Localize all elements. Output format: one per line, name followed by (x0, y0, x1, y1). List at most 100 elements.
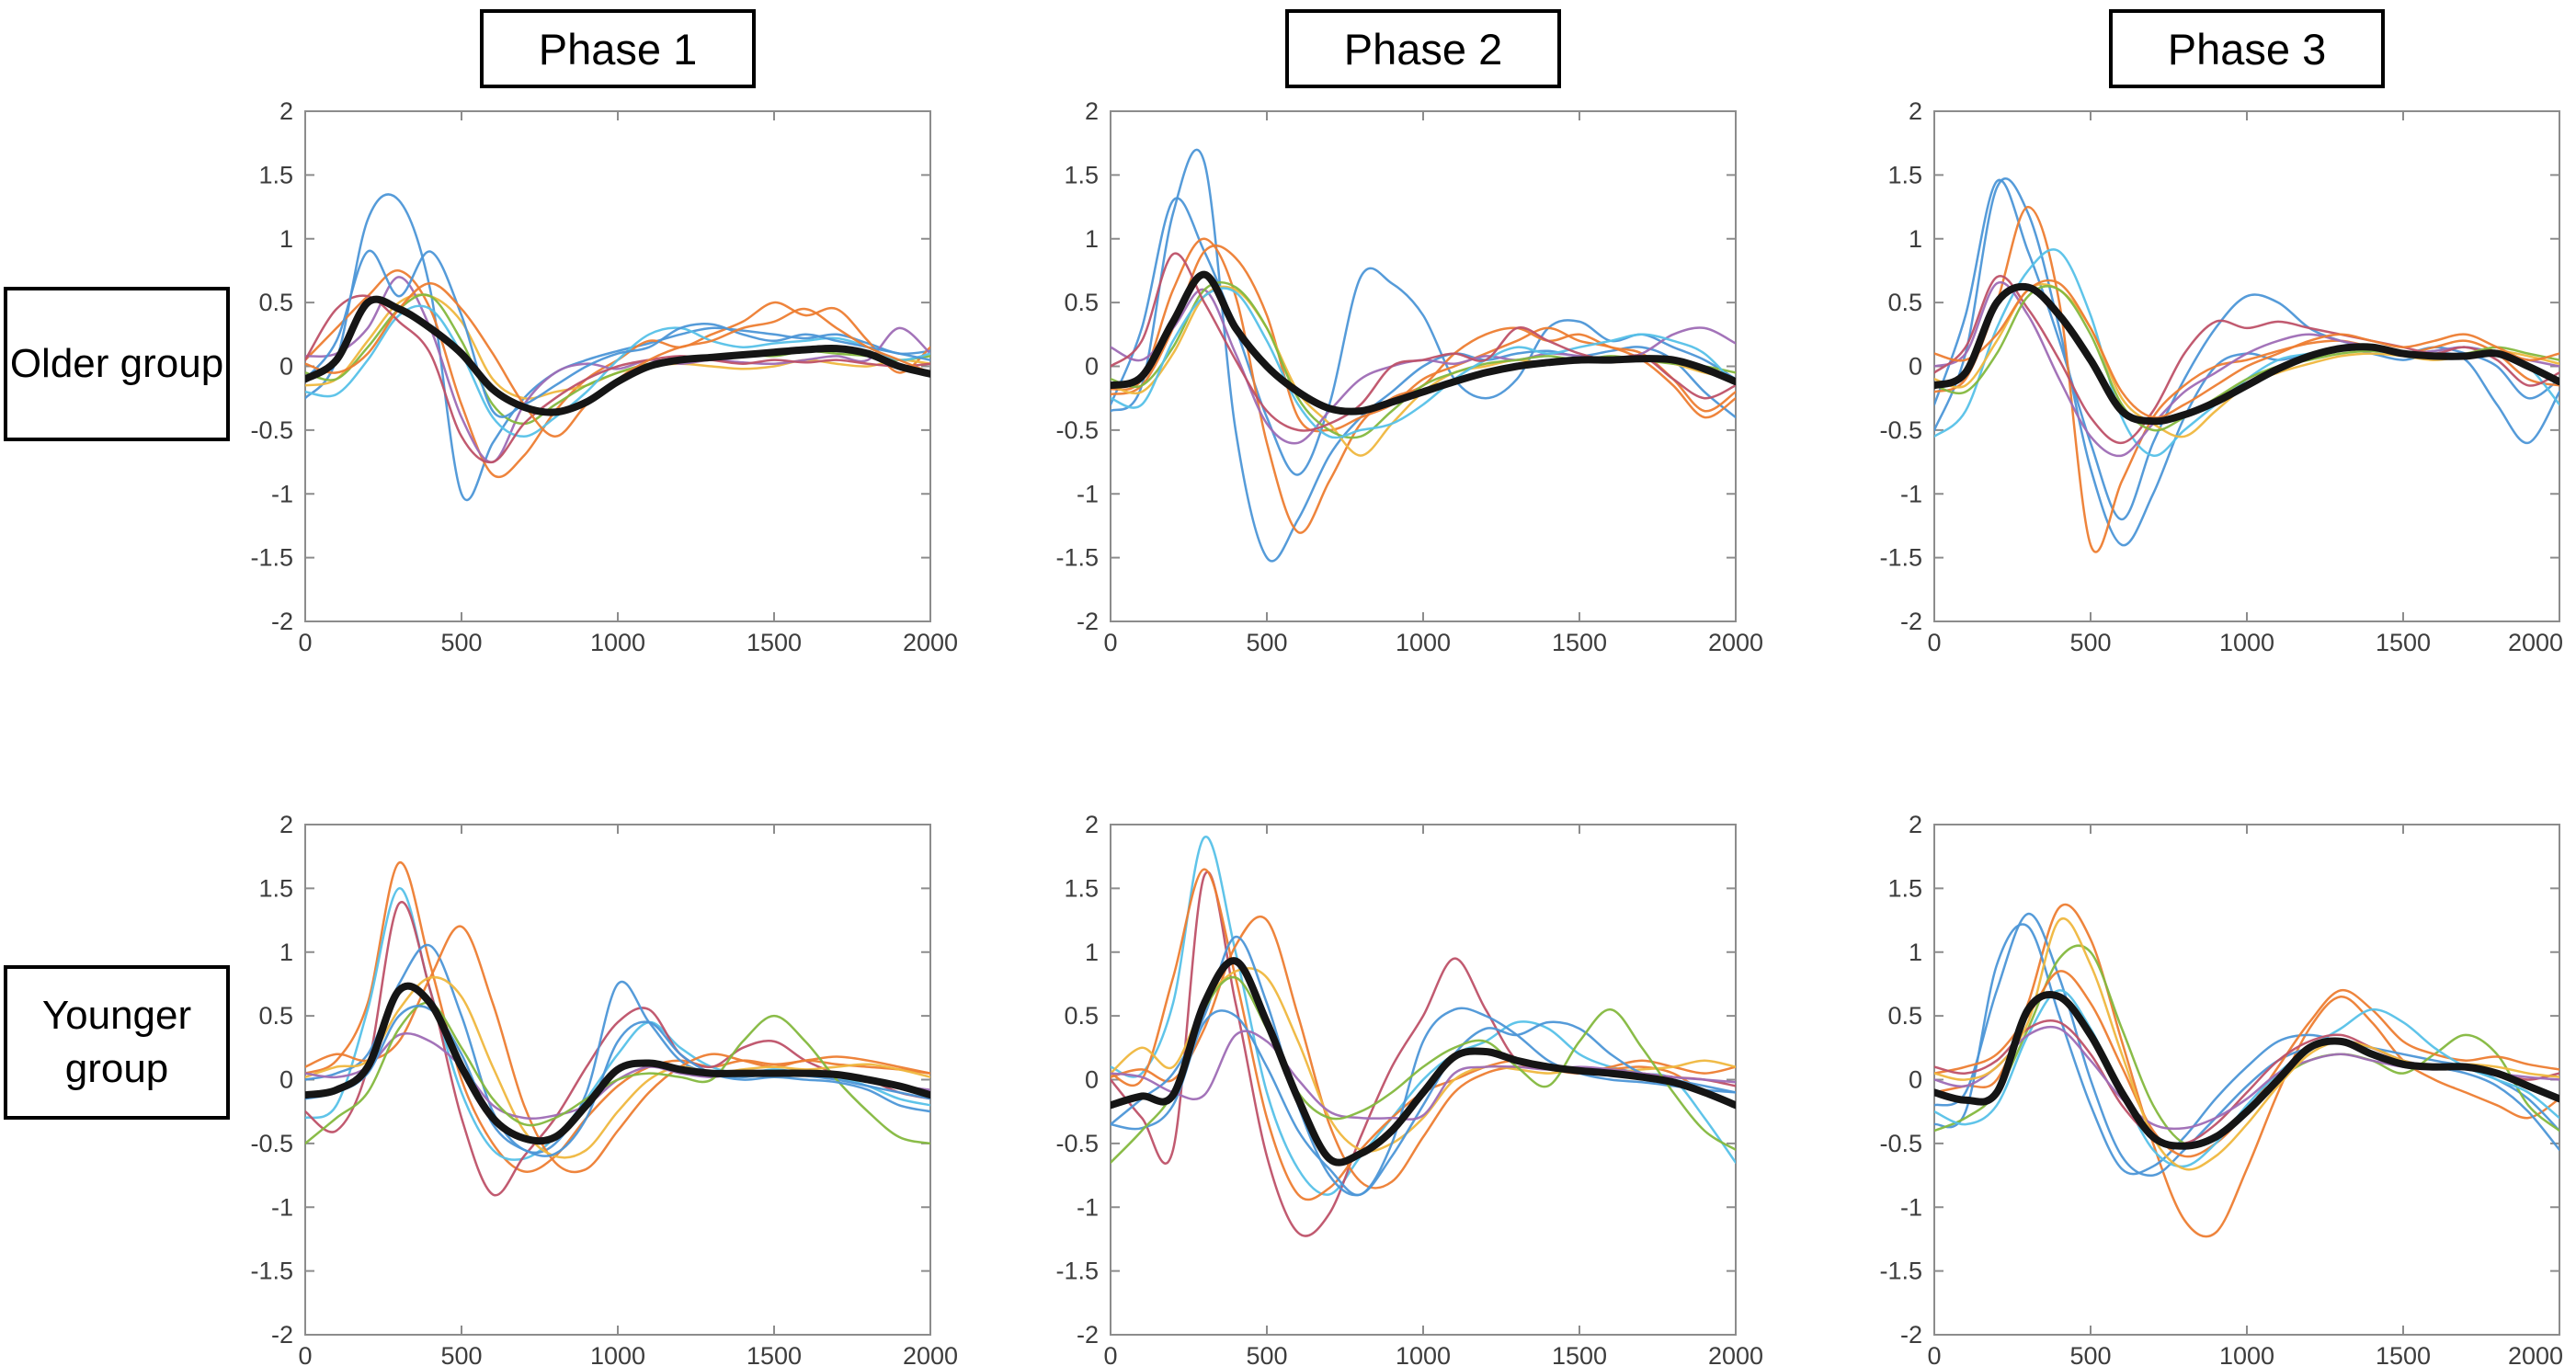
subject-trace-blue (1934, 177, 2559, 547)
subject-trace-yellow (1934, 916, 2559, 1171)
series-group (1934, 177, 2559, 553)
row-title-younger-group: Younger group (4, 965, 230, 1120)
x-tick-label: 1500 (1552, 1342, 1607, 1366)
x-tick-label: 500 (440, 1342, 482, 1366)
subject-trace-cyan (305, 304, 930, 438)
y-tick-label: -1.5 (250, 544, 293, 572)
column-title-phase-2: Phase 2 (1285, 9, 1561, 88)
y-tick-label: -1.5 (250, 1258, 293, 1285)
subject-trace-green (305, 293, 930, 426)
y-tick-label: 2 (279, 97, 293, 125)
y-tick-label: 1 (1909, 225, 1922, 253)
y-tick-label: 0 (279, 1066, 293, 1094)
x-tick-label: 1000 (590, 1342, 645, 1366)
y-tick-label: -0.5 (1055, 416, 1099, 444)
x-tick-label: 2000 (903, 629, 958, 656)
x-tick-label: 500 (2069, 629, 2111, 656)
subject-trace-maroon (1111, 871, 1736, 1237)
subject-trace-blue (1111, 197, 1736, 476)
y-tick-label: -2 (1077, 1321, 1099, 1349)
x-tick-label: 2000 (2508, 629, 2563, 656)
y-tick-label: -2 (1900, 608, 1922, 635)
x-tick-label: 1500 (2376, 629, 2431, 656)
y-tick-label: -1 (1900, 480, 1922, 507)
y-tick-label: 0.5 (1887, 1002, 1922, 1030)
subject-trace-blue (1111, 148, 1736, 563)
subject-trace-orange (1111, 237, 1736, 534)
subject-trace-orange (1934, 279, 2559, 419)
y-tick-label: -1 (1077, 480, 1099, 507)
subject-trace-blue (305, 943, 930, 1155)
subject-trace-maroon (305, 900, 930, 1197)
x-tick-label: 1500 (747, 1342, 802, 1366)
subject-trace-blue (1111, 1007, 1736, 1197)
x-tick-label: 1500 (747, 629, 802, 656)
x-tick-label: 1000 (2219, 1342, 2274, 1366)
y-tick-label: 2 (279, 811, 293, 838)
y-tick-label: 0.5 (1064, 289, 1099, 316)
subject-trace-blue (305, 1005, 930, 1157)
subject-trace-yellow (1111, 285, 1736, 457)
y-tick-label: -2 (271, 1321, 293, 1349)
y-tick-label: -1.5 (1055, 1258, 1099, 1285)
series-group (1934, 903, 2559, 1238)
y-tick-label: 1.5 (1064, 161, 1099, 188)
y-tick-label: 1.5 (258, 161, 293, 188)
y-tick-label: -2 (1077, 608, 1099, 635)
x-tick-label: 1000 (1396, 1342, 1451, 1366)
subject-trace-orange (305, 861, 930, 1173)
y-tick-label: 0 (279, 353, 293, 381)
y-tick-label: -0.5 (1879, 1130, 1922, 1157)
x-tick-label: 0 (298, 629, 312, 656)
y-tick-label: 1.5 (1887, 874, 1922, 902)
y-tick-label: 1 (1085, 939, 1099, 966)
column-title-phase-3: Phase 3 (2109, 9, 2385, 88)
mean-trace (1111, 957, 1736, 1167)
subject-trace-blue (1934, 923, 2559, 1176)
y-tick-label: -2 (1900, 1321, 1922, 1349)
y-tick-label: -1 (1900, 1193, 1922, 1221)
subject-trace-orange (1934, 903, 2559, 1238)
y-tick-label: 0 (1909, 353, 1922, 381)
x-tick-label: 500 (1246, 1342, 1287, 1366)
column-title-phase-1: Phase 1 (480, 9, 756, 88)
subject-trace-blue (305, 249, 930, 418)
y-tick-label: -1.5 (1055, 544, 1099, 572)
subject-trace-orange (1111, 868, 1736, 1201)
x-tick-label: 2000 (1708, 1342, 1763, 1366)
mean-trace (305, 982, 930, 1145)
y-tick-label: 0 (1909, 1066, 1922, 1094)
y-tick-label: -0.5 (250, 1130, 293, 1157)
subject-trace-cyan (1111, 287, 1736, 439)
y-tick-label: 0.5 (1887, 289, 1922, 316)
y-tick-label: -1 (1077, 1193, 1099, 1221)
subject-trace-yellow (305, 975, 930, 1159)
subject-trace-blue (1934, 912, 2559, 1177)
y-tick-label: 2 (1909, 97, 1922, 125)
x-tick-label: 500 (440, 629, 482, 656)
plot-older-phase-3: 0 500 1000 1500 2000 2 1.5 1 0.5 0 -0.5 -1 -1.5 -2 (1879, 97, 2563, 656)
mean-trace (1934, 282, 2559, 426)
y-tick-label: 1 (279, 939, 293, 966)
y-tick-label: 0 (1085, 353, 1099, 381)
x-tick-label: 2000 (1708, 629, 1763, 656)
plot-older-phase-1: 0 500 1000 1500 2000 2 1.5 1 0.5 0 -0.5 -1 -1.5 -2 (250, 97, 958, 656)
x-tick-label: 0 (1103, 1342, 1117, 1366)
y-tick-label: -1.5 (1879, 544, 1922, 572)
x-tick-label: 1500 (2376, 1342, 2431, 1366)
y-tick-label: 0.5 (1064, 1002, 1099, 1030)
x-tick-label: 0 (1927, 629, 1941, 656)
y-tick-label: 1 (1085, 225, 1099, 253)
y-tick-label: 1 (279, 225, 293, 253)
y-tick-label: 1.5 (258, 874, 293, 902)
axis-box (1933, 824, 2560, 1336)
mean-trace (1111, 270, 1736, 415)
subject-trace-purple (305, 276, 930, 463)
subject-trace-orange (1934, 205, 2559, 553)
x-tick-label: 0 (1927, 1342, 1941, 1366)
subject-trace-blue (1934, 178, 2559, 521)
y-tick-label: 2 (1085, 97, 1099, 125)
x-tick-label: 1000 (2219, 629, 2274, 656)
y-tick-label: 2 (1909, 811, 1922, 838)
